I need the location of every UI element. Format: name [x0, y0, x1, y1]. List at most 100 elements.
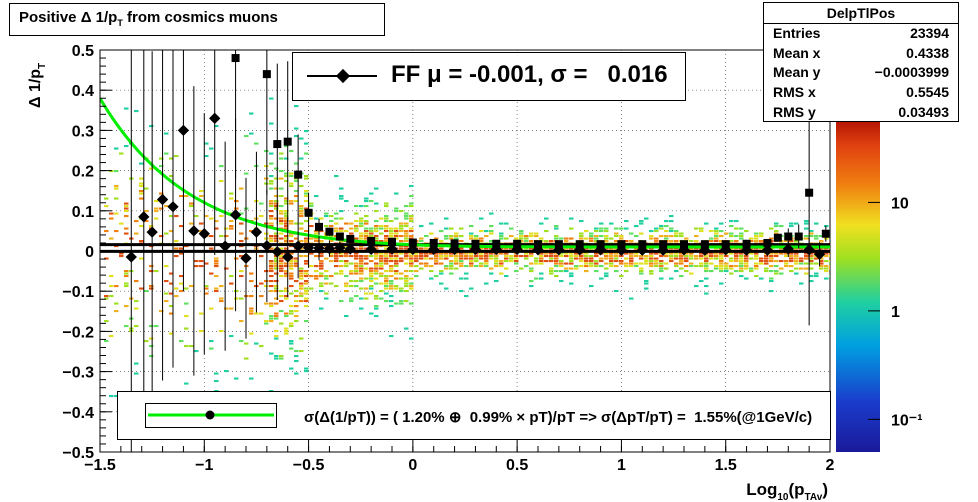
heatmap-cell — [124, 282, 129, 285]
heatmap-cell — [304, 240, 309, 243]
heatmap-cell — [539, 237, 544, 240]
heatmap-cell — [284, 227, 289, 230]
heatmap-cell — [329, 225, 334, 228]
heatmap-cell — [299, 285, 304, 288]
heatmap-cell — [734, 227, 739, 230]
heatmap-cell — [724, 232, 729, 235]
heatmap-cell — [239, 340, 244, 343]
heatmap-cell — [604, 262, 609, 265]
heatmap-cell — [664, 220, 669, 223]
stats-value: 0.5545 — [906, 84, 949, 101]
heatmap-cell — [819, 262, 824, 265]
heatmap-cell — [139, 190, 144, 193]
heatmap-cell — [824, 247, 829, 250]
heatmap-cell — [269, 222, 274, 225]
heatmap-cell — [279, 177, 284, 180]
heatmap-cell — [714, 240, 719, 243]
heatmap-cell — [669, 240, 674, 243]
heatmap-cell — [334, 227, 339, 230]
heatmap-cell — [459, 260, 464, 263]
heatmap-cell — [364, 247, 369, 250]
heatmap-cell — [354, 220, 359, 223]
heatmap-cell — [584, 270, 589, 273]
heatmap-cell — [404, 240, 409, 243]
heatmap-cell — [469, 232, 474, 235]
heatmap-cell — [589, 285, 594, 288]
heatmap-cell — [269, 162, 274, 165]
heatmap-cell — [109, 285, 114, 288]
sigma-point — [554, 240, 563, 249]
heatmap-cell — [754, 237, 759, 240]
color-palette — [836, 118, 880, 452]
palette-tick-label: 10 — [891, 195, 909, 212]
heatmap-cell — [644, 257, 649, 260]
heatmap-cell — [244, 357, 249, 360]
heatmap-cell — [779, 267, 784, 270]
heatmap-cell — [314, 230, 319, 233]
heatmap-cell — [284, 202, 289, 205]
heatmap-cell — [459, 227, 464, 230]
heatmap-cell — [729, 235, 734, 238]
heatmap-cell — [289, 312, 294, 315]
heatmap-cell — [259, 282, 264, 285]
heatmap-cell — [554, 252, 559, 255]
heatmap-cell — [384, 262, 389, 265]
heatmap-cell — [374, 235, 379, 238]
heatmap-cell — [649, 260, 654, 263]
heatmap-cell — [304, 177, 309, 180]
heatmap-cell — [569, 257, 574, 260]
heatmap-cell — [589, 265, 594, 268]
mean-point — [407, 243, 419, 256]
heatmap-cell — [724, 270, 729, 273]
stats-row-mean-x: Mean x 0.4338 — [764, 44, 958, 64]
heatmap-cell — [529, 267, 534, 270]
heatmap-cell — [769, 290, 774, 293]
heatmap-cell — [194, 265, 199, 268]
heatmap-cell — [409, 265, 414, 268]
heatmap-cell — [614, 227, 619, 230]
heatmap-cell — [754, 262, 759, 265]
heatmap-cell — [494, 262, 499, 265]
sigma-point — [742, 239, 751, 248]
heatmap-cell — [239, 297, 244, 300]
heatmap-cell — [729, 232, 734, 235]
y-axis-title: Δ 1/pT — [27, 63, 48, 108]
heatmap-cell — [639, 222, 644, 225]
heatmap-cell — [524, 240, 529, 243]
heatmap-cell — [109, 217, 114, 220]
heatmap-cell — [524, 235, 529, 238]
heatmap-cell — [279, 262, 284, 265]
heatmap-cell — [774, 252, 779, 255]
heatmap-cell — [289, 202, 294, 205]
heatmap-cell — [249, 377, 254, 380]
heatmap-cell — [179, 225, 184, 228]
heatmap-cell — [514, 270, 519, 273]
heatmap-cell — [809, 255, 814, 258]
heatmap-cell — [454, 237, 459, 240]
heatmap-cell — [354, 280, 359, 283]
heatmap-cell — [679, 275, 684, 278]
heatmap-cell — [144, 187, 149, 190]
heatmap-cell — [279, 252, 284, 255]
stats-value: 0.4338 — [906, 44, 949, 61]
heatmap-cell — [159, 157, 164, 160]
heatmap-cell — [334, 222, 339, 225]
heatmap-cell — [659, 260, 664, 263]
heatmap-cell — [534, 260, 539, 263]
sigma-point — [821, 229, 830, 238]
heatmap-cell — [269, 152, 274, 155]
heatmap-cell — [789, 240, 794, 243]
heatmap-cell — [324, 212, 329, 215]
heatmap-cell — [564, 247, 569, 250]
sigma-point — [325, 227, 334, 236]
heatmap-cell — [774, 232, 779, 235]
heatmap-cell — [264, 182, 269, 185]
heatmap-cell — [344, 200, 349, 203]
heatmap-cell — [284, 247, 289, 250]
heatmap-cell — [289, 222, 294, 225]
heatmap-cell — [374, 277, 379, 280]
heatmap-cell — [404, 277, 409, 280]
heatmap-cell — [424, 252, 429, 255]
heatmap-cell — [649, 262, 654, 265]
heatmap-cell — [284, 237, 289, 240]
